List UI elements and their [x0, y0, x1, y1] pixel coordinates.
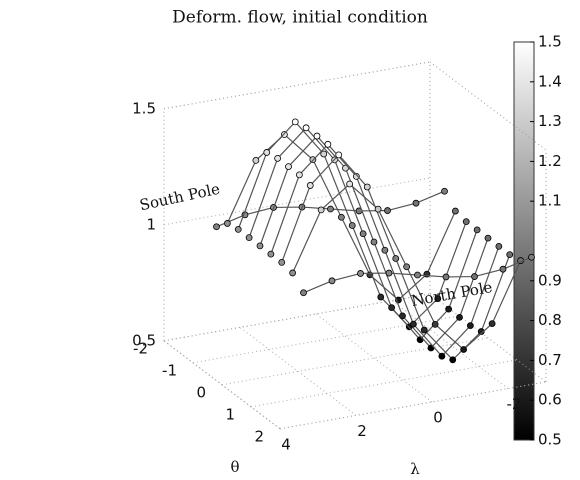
- colorbar: [514, 42, 534, 440]
- surface-point: [307, 182, 313, 188]
- surface-point: [485, 235, 491, 241]
- surface-point: [375, 206, 381, 212]
- x-tick-label: 2: [357, 422, 367, 440]
- surface-point: [386, 270, 392, 276]
- y-tick-label: 1: [225, 405, 235, 423]
- surface-point: [325, 141, 331, 147]
- grid-line: [240, 327, 356, 415]
- y-tick-label: -2: [133, 339, 148, 357]
- surface-point: [382, 247, 388, 253]
- z-tick-label: 1: [146, 215, 156, 233]
- surface-point: [446, 306, 452, 312]
- surface-point: [303, 125, 309, 131]
- surface-point: [461, 347, 467, 353]
- surface-point: [268, 251, 274, 257]
- surface-point: [338, 214, 344, 220]
- surface-point: [257, 243, 263, 249]
- colorbar-tick-label: 0.5: [538, 431, 562, 449]
- surface-point: [301, 290, 307, 296]
- colorbar-tick-label: 0.7: [538, 351, 562, 369]
- colorbar-tick-label: 0.6: [538, 391, 562, 409]
- surface-point: [264, 149, 270, 155]
- surface-point: [314, 133, 320, 139]
- surface-point: [489, 321, 495, 327]
- surface-point: [279, 259, 285, 265]
- surface-point: [349, 223, 355, 229]
- grid-line: [164, 341, 280, 429]
- surface-point: [472, 274, 478, 280]
- surface-point: [442, 188, 448, 194]
- surface-point: [507, 252, 513, 258]
- surface-point: [439, 353, 445, 359]
- colorbar-tick-label: 0.9: [538, 271, 562, 289]
- surface-point: [371, 239, 377, 245]
- x-axis-label: λ: [410, 460, 420, 478]
- surface-point: [286, 164, 292, 170]
- surface-point: [389, 305, 395, 311]
- grid-line: [164, 62, 430, 109]
- surface-point: [224, 220, 230, 226]
- surface-point: [235, 226, 241, 232]
- surface-point: [393, 256, 399, 262]
- surface-point: [328, 206, 334, 212]
- chart: Deform. flow, initial condition θ λ 0.5 1…: [0, 0, 580, 480]
- surface-point: [336, 152, 342, 158]
- surface-point: [296, 172, 302, 178]
- surface-point: [360, 231, 366, 237]
- annotation: South Pole: [138, 180, 222, 215]
- surface-point: [443, 274, 449, 280]
- grid-line: [222, 338, 488, 385]
- surface-point: [275, 155, 281, 161]
- grid-line: [164, 294, 430, 341]
- y-tick-label: 0: [196, 383, 206, 401]
- surface-point: [463, 219, 469, 225]
- colorbar-tick-label: 1.1: [538, 192, 562, 210]
- colorbar-tick-label: 1.3: [538, 112, 562, 130]
- surface-point: [292, 119, 298, 125]
- surface-point: [415, 272, 421, 278]
- y-tick-label: -1: [162, 361, 177, 379]
- grid-line: [251, 360, 517, 407]
- surface-point: [413, 200, 419, 206]
- surface-point: [500, 266, 506, 272]
- surface-point: [529, 254, 535, 260]
- surface-point: [321, 151, 327, 157]
- z-tick-label: 1.5: [132, 99, 156, 117]
- x-tick-label: -2: [507, 395, 522, 413]
- surface-point: [329, 278, 335, 284]
- colorbar-tick-label: 0.8: [538, 311, 562, 329]
- surface-point: [404, 264, 410, 270]
- surface-point: [347, 181, 353, 187]
- surface-point: [364, 184, 370, 190]
- surface-point: [214, 224, 220, 230]
- surface-point: [457, 314, 463, 320]
- surface-point: [318, 207, 324, 213]
- colorbar-tick-label: 1.5: [538, 33, 562, 51]
- surface-point: [358, 270, 364, 276]
- surface-point: [450, 357, 456, 363]
- surface-point: [467, 323, 473, 329]
- colorbar-tick-label: 1.4: [538, 72, 562, 90]
- chart-title: Deform. flow, initial condition: [172, 8, 428, 28]
- surface-point: [385, 208, 391, 214]
- surface-point: [253, 157, 259, 163]
- colorbar-tick-label: 1.2: [538, 152, 562, 170]
- x-tick-label: 4: [281, 435, 291, 453]
- surface-point: [474, 227, 480, 233]
- surface-point: [432, 321, 438, 327]
- surface-point: [410, 321, 416, 327]
- surface-point: [400, 313, 406, 319]
- surface-point: [496, 243, 502, 249]
- y-tick-label: 2: [254, 427, 264, 445]
- x-tick-label: 0: [433, 409, 443, 427]
- surface-point: [421, 327, 427, 333]
- surface-point: [290, 270, 296, 276]
- annotation: North Pole: [410, 278, 494, 310]
- y-axis-label: θ: [230, 458, 239, 476]
- surface-point: [378, 294, 384, 300]
- surface-point: [452, 208, 458, 214]
- surface-point: [246, 235, 252, 241]
